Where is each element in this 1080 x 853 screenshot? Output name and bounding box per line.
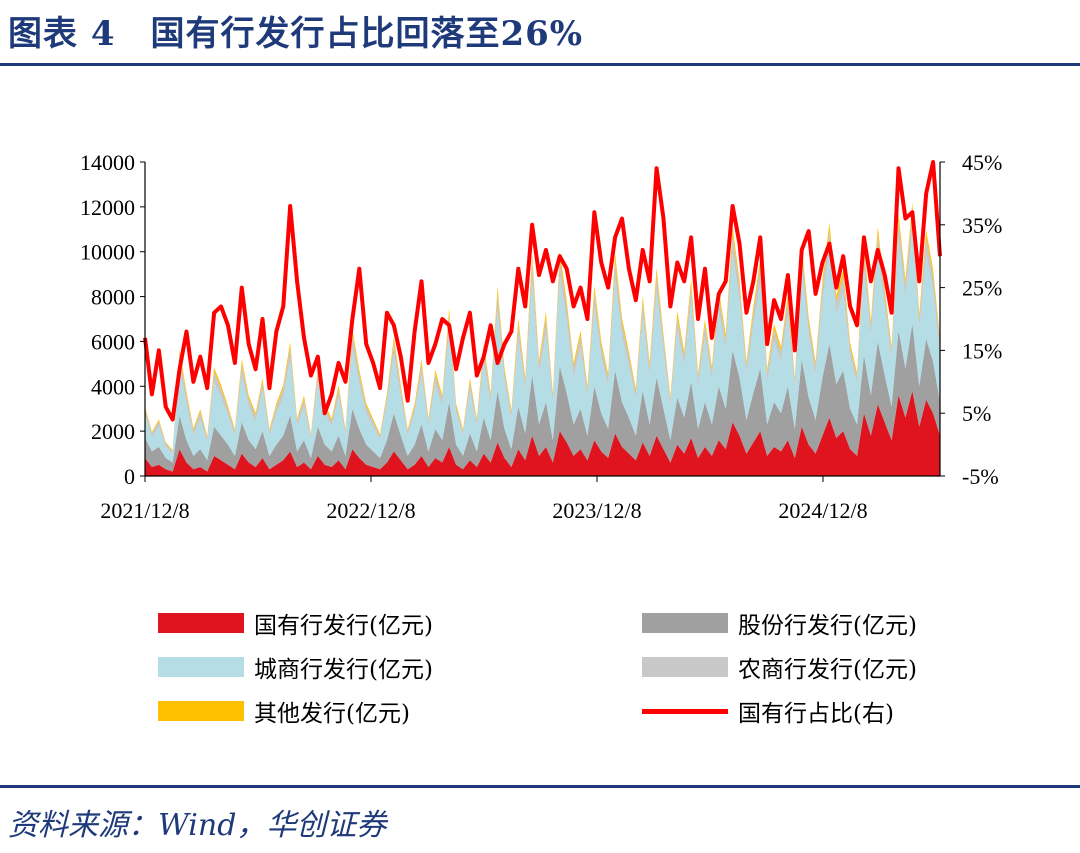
x-tick-label: 2021/12/8: [100, 498, 189, 523]
right-tick-label: 5%: [962, 401, 991, 426]
area-joint-stock-issuance: [145, 323, 940, 472]
x-tick-label: 2023/12/8: [552, 498, 641, 523]
left-tick-label: 6000: [91, 329, 135, 354]
left-tick-label: 12000: [80, 195, 135, 220]
area-state-issuance: [145, 390, 940, 476]
figure-title: 图表 4 国有行发行占比回落至26%: [8, 14, 584, 54]
left-tick-label: 10000: [80, 240, 135, 265]
right-tick-label: 25%: [962, 276, 1002, 301]
left-tick-label: 8000: [91, 285, 135, 310]
x-tick-label: 2024/12/8: [778, 498, 867, 523]
right-tick-label: 45%: [962, 150, 1002, 175]
left-tick-label: 2000: [91, 419, 135, 444]
top-rule: [0, 63, 1080, 66]
x-tick-label: 2022/12/8: [326, 498, 415, 523]
left-tick-label: 4000: [91, 374, 135, 399]
left-tick-label: 0: [124, 464, 135, 489]
line-state-share: [143, 160, 942, 422]
source-note: 资料来源：Wind，华创证券: [8, 808, 387, 843]
area-city-commercial-issuance: [145, 229, 940, 463]
right-tick-label: -5%: [962, 464, 999, 489]
right-tick-label: 35%: [962, 213, 1002, 238]
bottom-rule: [0, 785, 1080, 788]
right-tick-label: 15%: [962, 338, 1002, 363]
left-tick-label: 14000: [80, 150, 135, 175]
